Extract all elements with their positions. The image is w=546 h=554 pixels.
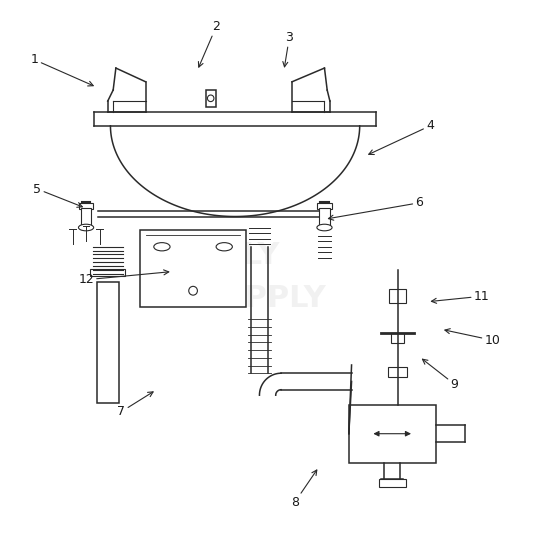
FancyBboxPatch shape [79,203,93,209]
FancyBboxPatch shape [206,90,216,106]
FancyBboxPatch shape [97,283,118,403]
Text: 9: 9 [423,359,459,391]
Text: 10: 10 [445,329,500,347]
Ellipse shape [79,224,94,231]
FancyBboxPatch shape [319,208,330,225]
Ellipse shape [317,224,332,231]
FancyBboxPatch shape [391,334,404,343]
FancyBboxPatch shape [388,367,407,377]
Ellipse shape [216,243,233,251]
Circle shape [207,95,214,101]
Text: 2: 2 [198,20,220,67]
Text: 12: 12 [78,270,169,286]
FancyBboxPatch shape [91,269,125,276]
Text: 6: 6 [329,196,423,220]
Text: 7: 7 [117,392,153,418]
FancyBboxPatch shape [389,289,406,303]
FancyBboxPatch shape [349,405,436,463]
Text: 8: 8 [290,470,317,509]
FancyBboxPatch shape [140,230,246,307]
Circle shape [189,286,198,295]
Text: SUPPLY: SUPPLY [198,285,326,314]
FancyBboxPatch shape [81,208,92,225]
Text: 11: 11 [431,290,489,304]
FancyBboxPatch shape [317,203,331,209]
Text: 4: 4 [369,119,434,155]
FancyBboxPatch shape [379,479,406,488]
Text: 1: 1 [31,53,93,86]
Text: 3: 3 [283,32,293,67]
Text: 5: 5 [33,182,82,207]
Ellipse shape [154,243,170,251]
Text: KELLY: KELLY [180,240,280,269]
